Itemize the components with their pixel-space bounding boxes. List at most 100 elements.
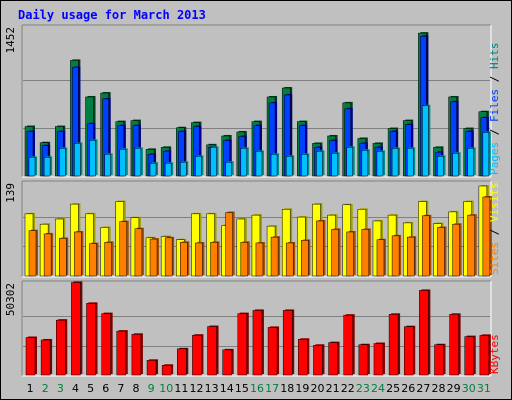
bar-kbytes-5 (86, 302, 98, 376)
bar-kbytes-4 (71, 281, 83, 376)
bar-kbytes-29 (449, 313, 461, 376)
day-label-21: 21 (326, 382, 340, 395)
bar-sites-4 (74, 230, 84, 277)
bar-pages-13 (210, 146, 219, 177)
bar-pages-29 (452, 152, 461, 177)
bar-pages-3 (59, 147, 68, 177)
bar-pages-15 (240, 147, 249, 177)
day-label-31: 31 (477, 382, 491, 395)
bar-sites-23 (361, 228, 371, 277)
day-label-2: 2 (42, 382, 49, 395)
bar-sites-8 (134, 227, 144, 277)
bar-pages-17 (270, 153, 280, 177)
bar-pages-19 (301, 153, 310, 177)
bar-pages-25 (391, 147, 401, 177)
bar-sites-30 (467, 214, 477, 277)
bar-sites-3 (59, 237, 69, 277)
legend-files: Files (488, 89, 501, 122)
bar-kbytes-19 (298, 338, 310, 376)
bar-pages-24 (376, 150, 385, 177)
day-label-28: 28 (432, 382, 446, 395)
day-label-8: 8 (132, 382, 139, 395)
bar-kbytes-11 (177, 347, 189, 376)
bar-pages-11 (180, 161, 189, 177)
day-label-1: 1 (27, 382, 34, 395)
day-label-25: 25 (386, 382, 400, 395)
bar-kbytes-8 (131, 333, 143, 376)
legend-sites: Sites (488, 242, 501, 275)
day-label-17: 17 (265, 382, 279, 395)
bar-sites-9 (149, 238, 160, 277)
panel-legend: Pages / Files / Hits (488, 43, 501, 176)
bar-kbytes-15 (237, 312, 249, 376)
day-label-24: 24 (371, 382, 385, 395)
legend-pages: Pages (488, 142, 501, 175)
bar-pages-9 (149, 162, 159, 177)
bar-pages-10 (164, 162, 174, 177)
day-label-14: 14 (220, 382, 234, 395)
bar-sites-10 (164, 236, 175, 277)
bar-kbytes-7 (116, 330, 128, 376)
panel-1: 139 Sites / Visits (4, 180, 501, 278)
bar-sites-19 (301, 239, 311, 277)
day-label-13: 13 (205, 382, 219, 395)
bar-kbytes-23 (358, 343, 370, 376)
bar-sites-25 (391, 234, 402, 277)
bar-kbytes-14 (222, 348, 234, 376)
bar-sites-5 (89, 242, 99, 277)
day-label-23: 23 (356, 382, 370, 395)
bar-sites-11 (180, 241, 190, 277)
day-label-26: 26 (401, 382, 415, 395)
bar-kbytes-10 (161, 364, 174, 376)
bar-kbytes-22 (343, 314, 355, 376)
bar-pages-2 (43, 156, 53, 177)
day-label-9: 9 (148, 382, 155, 395)
bar-pages-8 (134, 147, 143, 177)
bar-pages-21 (331, 152, 340, 177)
bar-pages-5 (89, 139, 98, 177)
day-label-5: 5 (87, 382, 94, 395)
bar-pages-23 (361, 149, 370, 177)
day-label-4: 4 (72, 382, 79, 395)
y-max-label: 139 (4, 183, 17, 203)
bar-pages-14 (225, 161, 234, 177)
bar-pages-27 (422, 104, 431, 177)
bar-sites-12 (195, 241, 205, 277)
bar-kbytes-1 (25, 336, 37, 376)
bar-pages-26 (406, 147, 416, 177)
day-labels: 1 2 3 4 5 6 7 8 9 10 11 12 13 14 15 16 17 18 19 20 21 22 23 24 2… (27, 382, 491, 395)
bar-sites-14 (225, 211, 235, 277)
bar-sites-16 (255, 241, 265, 277)
legend-kbytes: KBytes (488, 334, 501, 374)
day-label-27: 27 (416, 382, 430, 395)
day-label-18: 18 (280, 382, 294, 395)
bar-sites-15 (240, 241, 250, 277)
day-label-22: 22 (341, 382, 355, 395)
bar-kbytes-17 (267, 326, 280, 376)
bar-kbytes-16 (252, 309, 264, 376)
bar-pages-22 (346, 146, 355, 177)
day-label-12: 12 (189, 382, 203, 395)
day-label-15: 15 (235, 382, 249, 395)
panel-0: 1452 Pages / Files / Hits (4, 24, 501, 178)
bar-kbytes-6 (101, 312, 113, 376)
bar-pages-7 (119, 148, 128, 177)
panel-legend: Sites / Visits (488, 182, 501, 275)
day-label-29: 29 (447, 382, 461, 395)
bar-pages-28 (437, 155, 446, 177)
legend-separator: / (488, 122, 501, 142)
bar-kbytes-31 (479, 334, 491, 376)
y-max-label: 1452 (4, 27, 17, 54)
day-label-30: 30 (462, 382, 476, 395)
day-label-20: 20 (311, 382, 325, 395)
bar-kbytes-24 (373, 342, 385, 376)
bar-sites-6 (104, 241, 114, 277)
bar-kbytes-18 (282, 309, 295, 376)
bar-pages-30 (467, 147, 476, 177)
legend-separator: / (488, 222, 501, 242)
panel-legend: KBytes (488, 334, 501, 374)
bar-pages-1 (28, 156, 37, 177)
bar-pages-4 (74, 142, 83, 177)
bar-kbytes-21 (328, 341, 340, 376)
bar-sites-27 (422, 214, 432, 277)
